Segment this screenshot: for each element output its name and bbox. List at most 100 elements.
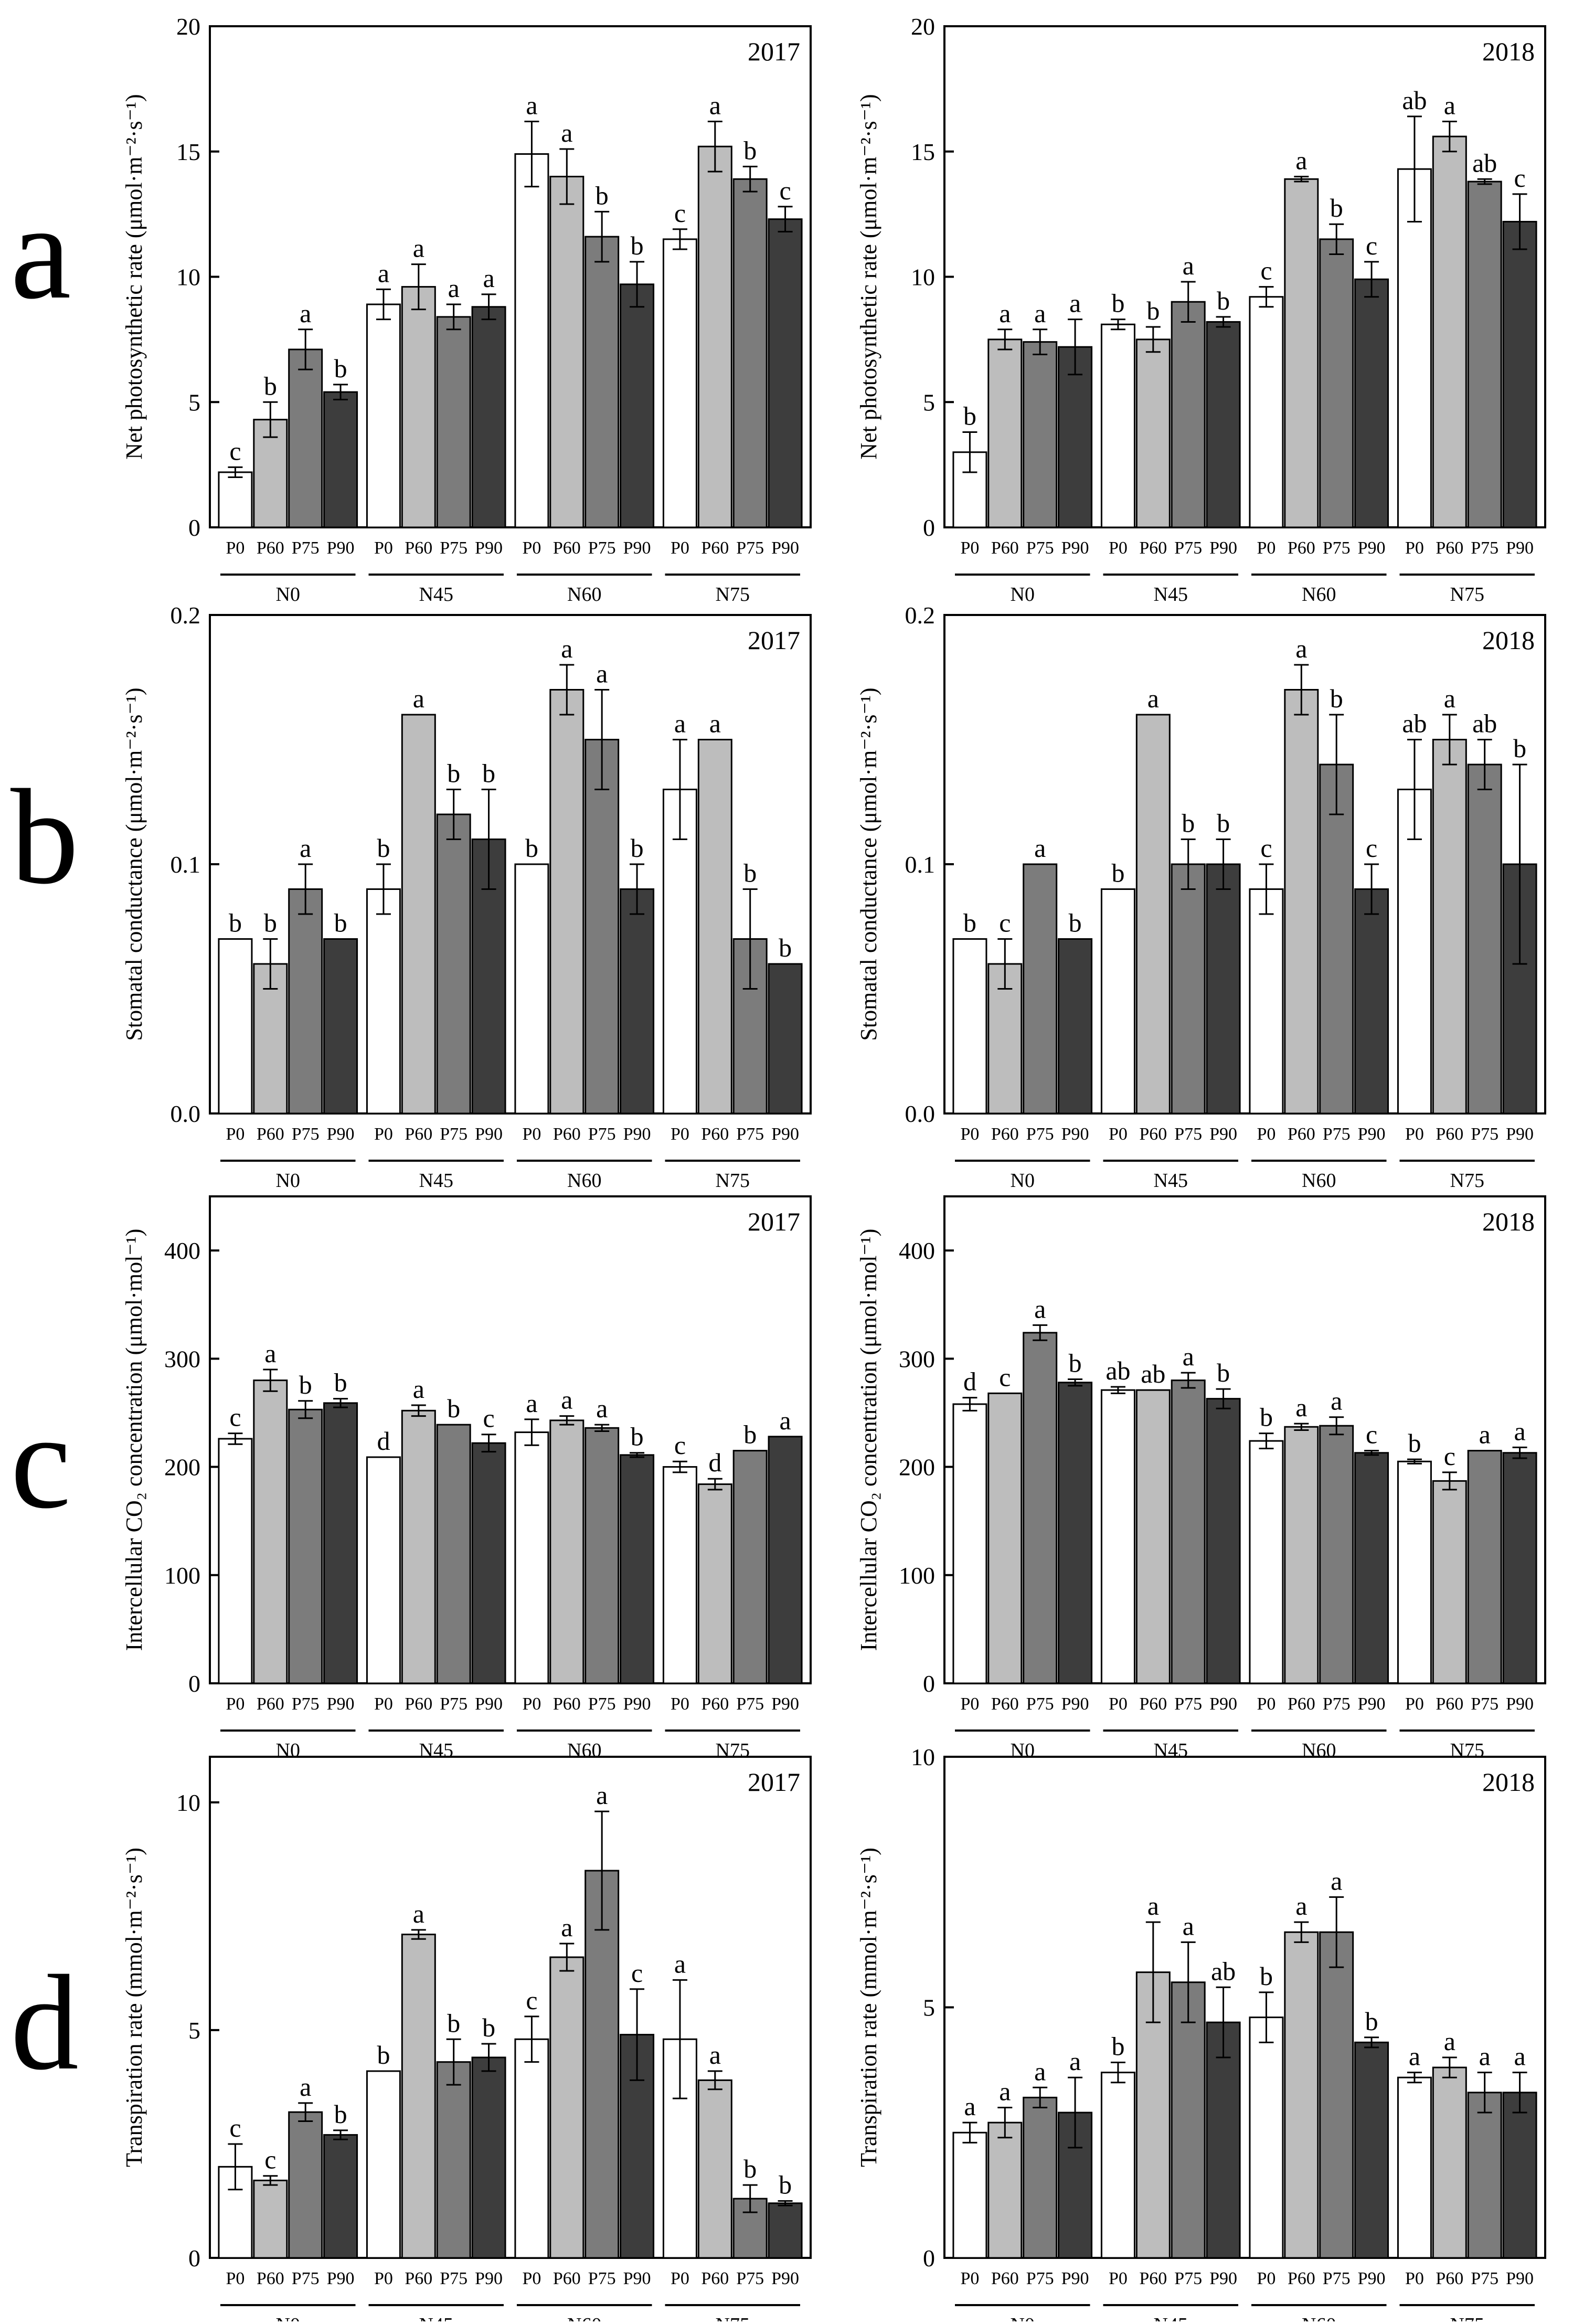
significance-letter: b (631, 1422, 644, 1451)
x-tick-label: P90 (1061, 538, 1089, 558)
x-tick-label: P0 (671, 1124, 689, 1144)
group-label: N60 (1302, 2314, 1336, 2321)
significance-letter: a (709, 90, 721, 120)
x-tick-label: P0 (226, 1694, 245, 1714)
bar-p60-n45 (401, 1409, 436, 1684)
x-tick-label: P60 (553, 1124, 581, 1144)
x-tick-label: P75 (588, 1694, 616, 1714)
bar-p75-n60 (584, 739, 620, 1115)
x-tick-label: P60 (1436, 1694, 1463, 1714)
bar-p0-n0 (218, 1438, 253, 1684)
significance-letter: a (526, 90, 537, 120)
bar-p90-n60 (620, 1454, 655, 1684)
bar-p60-n60 (549, 1419, 584, 1684)
x-tick-label: P0 (1405, 1124, 1424, 1144)
significance-letter: ab (1402, 86, 1427, 115)
x-tick-label: P60 (405, 538, 432, 558)
year-label: 2018 (1482, 625, 1535, 655)
significance-letter: b (779, 933, 792, 962)
year-label: 2017 (748, 37, 800, 66)
x-tick-label: P0 (1257, 2269, 1276, 2288)
bar-p0-n0 (952, 1403, 987, 1684)
significance-letter: a (1331, 1386, 1342, 1416)
bar-p0-n60 (1249, 2017, 1284, 2259)
bar-p90-n45 (1206, 321, 1241, 528)
significance-letter: b (1069, 1349, 1082, 1378)
x-tick-label: P75 (1323, 1694, 1351, 1714)
y-tick-label: 10 (911, 264, 935, 291)
bar-p90-n45 (471, 306, 506, 528)
significance-letter: b (1111, 858, 1124, 888)
group-label: N75 (716, 1739, 750, 1761)
x-tick-label: P90 (1061, 2269, 1089, 2288)
significance-letter: a (413, 684, 424, 713)
y-tick-label: 10 (911, 1744, 935, 1770)
y-tick-label: 0.2 (905, 602, 936, 629)
significance-letter: b (963, 908, 976, 938)
bar-p75-n0 (1023, 1332, 1058, 1684)
bar-p90-n75 (768, 2202, 803, 2259)
x-tick-label: P60 (1139, 2269, 1167, 2288)
significance-letter: ab (1211, 1956, 1236, 1986)
x-tick-label: P0 (522, 538, 541, 558)
significance-letter: c (1366, 231, 1377, 260)
bar-p90-n60 (1354, 1452, 1389, 1684)
chart-d-2017: 2017 0 5 10 Transpiration rate (mmol·m⁻²·s⁻¹… (121, 1756, 812, 2324)
x-tick-label: P90 (1506, 1124, 1534, 1144)
significance-letter: a (1295, 146, 1307, 175)
significance-letter: c (631, 1958, 643, 1988)
significance-letter: b (743, 2154, 757, 2183)
x-tick-label: P90 (623, 2269, 651, 2288)
significance-letter: c (1366, 833, 1377, 863)
x-tick-label: P90 (623, 1694, 651, 1714)
x-tick-label: P60 (553, 538, 581, 558)
significance-letter: c (526, 1986, 537, 2015)
group-label: N60 (567, 1739, 601, 1761)
x-tick-label: P0 (226, 2269, 245, 2288)
x-tick-label: P0 (374, 538, 393, 558)
significance-letter: a (596, 1394, 608, 1423)
plot-frame (209, 1195, 812, 1684)
significance-letter: a (674, 709, 686, 738)
group-label: N0 (1011, 1739, 1035, 1761)
significance-letter: a (561, 634, 572, 663)
x-tick-label: P75 (440, 538, 467, 558)
significance-letter: a (1331, 1866, 1342, 1895)
x-tick-label: P75 (292, 1124, 320, 1144)
plot-frame (209, 1756, 812, 2259)
x-tick-label: P90 (327, 1694, 355, 1714)
year-label: 2018 (1482, 37, 1535, 66)
bar-p60-n45 (401, 1934, 436, 2259)
group-label: N75 (1450, 2314, 1484, 2321)
significance-letter: b (264, 908, 277, 938)
bar-p90-n60 (1354, 278, 1389, 528)
bar-p75-n0 (1023, 2096, 1058, 2259)
year-label: 2018 (1482, 1207, 1535, 1236)
bar-p75-n60 (584, 1870, 620, 2259)
significance-letter: b (1260, 1961, 1273, 1991)
x-tick-label: P75 (1471, 1124, 1498, 1144)
x-tick-label: P60 (257, 538, 284, 558)
bar-p90-n75 (1502, 2092, 1537, 2259)
x-tick-label: P0 (1257, 1124, 1276, 1144)
x-tick-label: P75 (1026, 538, 1054, 558)
row-label-c: c (10, 1386, 71, 1537)
significance-letter: a (1147, 1891, 1159, 1920)
significance-letter: b (377, 833, 390, 863)
bar-p90-n75 (1502, 1452, 1537, 1684)
x-tick-label: P0 (1109, 538, 1128, 558)
group-label: N45 (1154, 1170, 1188, 1192)
significance-letter: a (300, 2072, 311, 2102)
x-tick-label: P75 (736, 2269, 764, 2288)
x-tick-label: P90 (1358, 538, 1386, 558)
x-tick-label: P60 (1288, 1694, 1315, 1714)
x-tick-label: P75 (1471, 2269, 1498, 2288)
x-tick-label: P90 (623, 1124, 651, 1144)
x-tick-label: P0 (1257, 1694, 1276, 1714)
x-tick-label: P75 (292, 2269, 320, 2288)
bar-p75-n45 (436, 1424, 471, 1684)
significance-letter: c (1366, 1420, 1377, 1449)
chart-d-2018: 2018 0 5 10 Transpiration rate (mmol·m⁻²·s⁻¹… (856, 1744, 1546, 2324)
significance-letter: c (999, 1362, 1011, 1392)
